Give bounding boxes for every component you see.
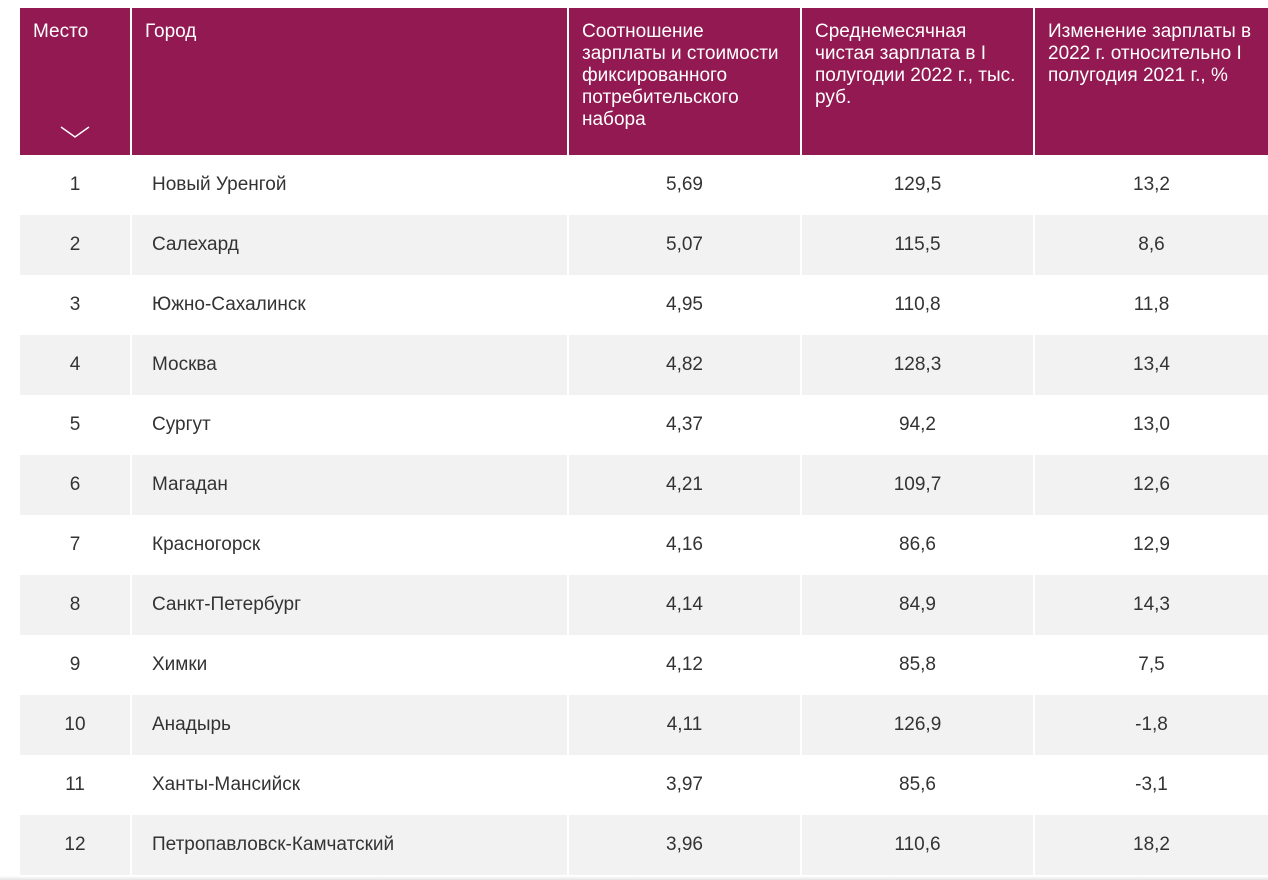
header-place-label: Место [33, 21, 89, 42]
cell-change: 13,0 [1035, 395, 1268, 455]
cell-change: 12,9 [1035, 515, 1268, 575]
cell-ratio: 4,82 [569, 335, 800, 395]
cell-place: 2 [20, 215, 130, 275]
cell-place: 9 [20, 635, 130, 695]
chevron-down-icon[interactable] [60, 125, 90, 139]
header-city-label: Город [145, 21, 197, 42]
cell-salary: 86,6 [802, 515, 1033, 575]
cell-ratio: 5,69 [569, 155, 800, 215]
ranking-table-container: Место Город Соотношение зарплаты и стоим… [20, 8, 1268, 880]
table-row: 10 Анадырь 4,11 126,9 -1,8 [20, 695, 1268, 755]
header-salary-label: Среднемесячная чистая зарплата в I полуг… [815, 21, 1016, 108]
cell-place: 4 [20, 335, 130, 395]
table-row: 12 Петропавловск-Камчатский 3,96 110,6 18,2 [20, 815, 1268, 875]
bottom-edge-shadow [0, 876, 1268, 880]
city-salary-table: Место Город Соотношение зарплаты и стоим… [20, 8, 1268, 875]
cell-salary: 94,2 [802, 395, 1033, 455]
header-ratio[interactable]: Соотношение зарплаты и стоимости фиксиро… [569, 8, 800, 155]
cell-city: Москва [132, 335, 567, 395]
cell-city: Красногорск [132, 515, 567, 575]
cell-place: 1 [20, 155, 130, 215]
cell-place: 8 [20, 575, 130, 635]
header-salary[interactable]: Среднемесячная чистая зарплата в I полуг… [802, 8, 1033, 155]
cell-salary: 85,6 [802, 755, 1033, 815]
cell-salary: 129,5 [802, 155, 1033, 215]
cell-ratio: 4,11 [569, 695, 800, 755]
cell-place: 6 [20, 455, 130, 515]
cell-change: 14,3 [1035, 575, 1268, 635]
table-row: 8 Санкт-Петербург 4,14 84,9 14,3 [20, 575, 1268, 635]
cell-ratio: 3,97 [569, 755, 800, 815]
table-row: 1 Новый Уренгой 5,69 129,5 13,2 [20, 155, 1268, 215]
table-row: 11 Ханты-Мансийск 3,97 85,6 -3,1 [20, 755, 1268, 815]
cell-ratio: 4,12 [569, 635, 800, 695]
cell-change: 7,5 [1035, 635, 1268, 695]
cell-place: 5 [20, 395, 130, 455]
cell-salary: 110,8 [802, 275, 1033, 335]
cell-city: Южно-Сахалинск [132, 275, 567, 335]
table-row: 5 Сургут 4,37 94,2 13,0 [20, 395, 1268, 455]
table-row: 2 Салехард 5,07 115,5 8,6 [20, 215, 1268, 275]
header-city[interactable]: Город [132, 8, 567, 155]
cell-salary: 128,3 [802, 335, 1033, 395]
cell-salary: 85,8 [802, 635, 1033, 695]
table-row: 9 Химки 4,12 85,8 7,5 [20, 635, 1268, 695]
cell-place: 3 [20, 275, 130, 335]
cell-salary: 126,9 [802, 695, 1033, 755]
cell-salary: 115,5 [802, 215, 1033, 275]
cell-change: 11,8 [1035, 275, 1268, 335]
cell-ratio: 4,37 [569, 395, 800, 455]
cell-place: 12 [20, 815, 130, 875]
header-place[interactable]: Место [20, 8, 130, 155]
header-ratio-label: Соотношение зарплаты и стоимости фиксиро… [582, 21, 779, 130]
cell-city: Петропавловск-Камчатский [132, 815, 567, 875]
table-row: 4 Москва 4,82 128,3 13,4 [20, 335, 1268, 395]
cell-ratio: 4,21 [569, 455, 800, 515]
cell-salary: 84,9 [802, 575, 1033, 635]
cell-change: 8,6 [1035, 215, 1268, 275]
cell-city: Салехард [132, 215, 567, 275]
cell-ratio: 4,95 [569, 275, 800, 335]
table-row: 7 Красногорск 4,16 86,6 12,9 [20, 515, 1268, 575]
cell-city: Сургут [132, 395, 567, 455]
cell-change: 12,6 [1035, 455, 1268, 515]
cell-city: Магадан [132, 455, 567, 515]
cell-place: 11 [20, 755, 130, 815]
table-header: Место Город Соотношение зарплаты и стоим… [20, 8, 1268, 155]
cell-place: 10 [20, 695, 130, 755]
cell-salary: 110,6 [802, 815, 1033, 875]
cell-salary: 109,7 [802, 455, 1033, 515]
cell-ratio: 3,96 [569, 815, 800, 875]
cell-city: Анадырь [132, 695, 567, 755]
cell-place: 7 [20, 515, 130, 575]
cell-city: Новый Уренгой [132, 155, 567, 215]
table-row: 3 Южно-Сахалинск 4,95 110,8 11,8 [20, 275, 1268, 335]
cell-ratio: 4,16 [569, 515, 800, 575]
table-body: 1 Новый Уренгой 5,69 129,5 13,2 2 Салехард 5,07… [20, 155, 1268, 875]
cell-change: 13,2 [1035, 155, 1268, 215]
cell-ratio: 5,07 [569, 215, 800, 275]
header-row: Место Город Соотношение зарплаты и стоим… [20, 8, 1268, 155]
cell-ratio: 4,14 [569, 575, 800, 635]
table-row: 6 Магадан 4,21 109,7 12,6 [20, 455, 1268, 515]
cell-change: 18,2 [1035, 815, 1268, 875]
cell-city: Санкт-Петербург [132, 575, 567, 635]
header-change[interactable]: Изменение зарплаты в 2022 г. относительн… [1035, 8, 1268, 155]
cell-change: -1,8 [1035, 695, 1268, 755]
header-change-label: Изменение зарплаты в 2022 г. относительн… [1048, 21, 1252, 86]
cell-change: -3,1 [1035, 755, 1268, 815]
cell-change: 13,4 [1035, 335, 1268, 395]
cell-city: Химки [132, 635, 567, 695]
cell-city: Ханты-Мансийск [132, 755, 567, 815]
